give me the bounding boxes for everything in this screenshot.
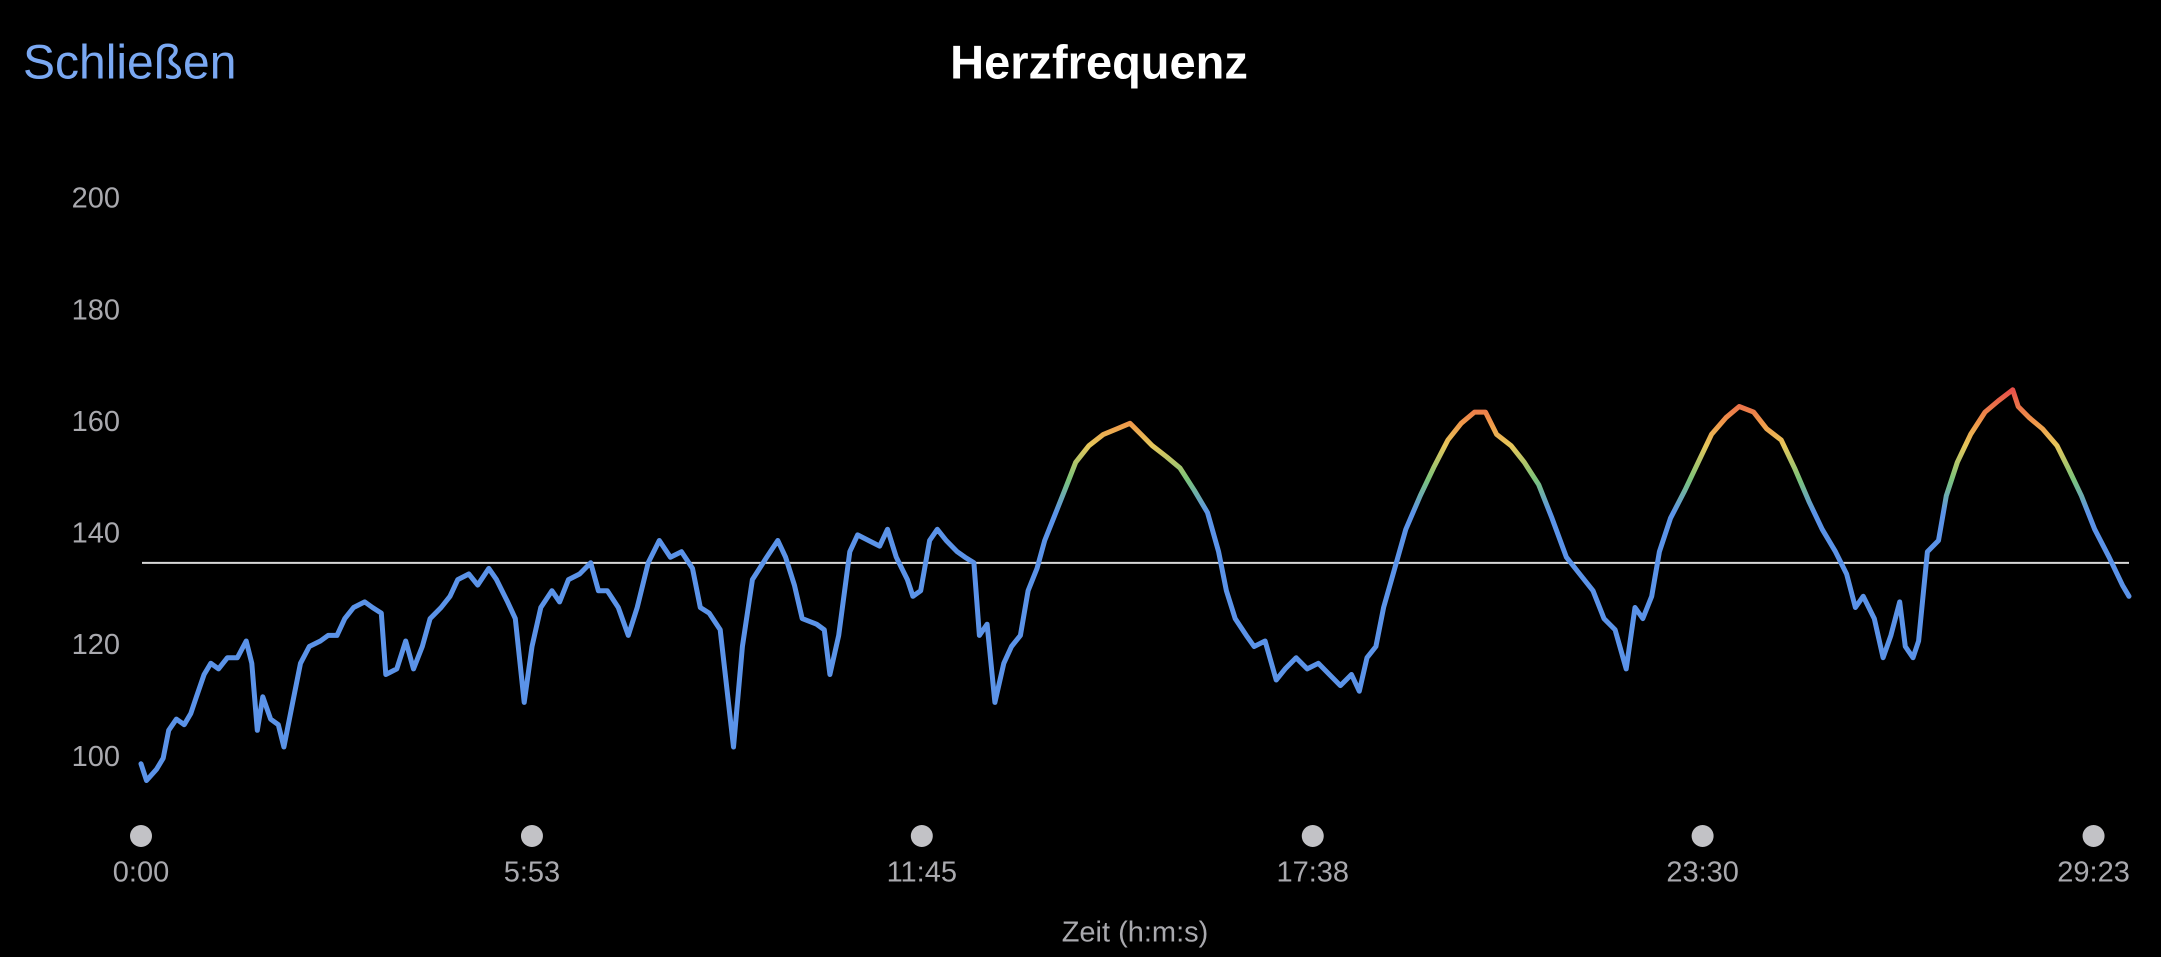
x-tick-dot <box>1691 825 1714 847</box>
y-tick-label: 200 <box>72 183 120 215</box>
heart-rate-line <box>138 387 2132 783</box>
x-tick-label: 17:38 <box>1276 857 1349 889</box>
x-tick-label: 0:00 <box>113 857 169 889</box>
chart-title: Herzfrequenz <box>950 35 1248 88</box>
y-tick-label: 180 <box>72 294 120 326</box>
x-tick-dot <box>1301 825 1324 847</box>
x-tick-label: 29:23 <box>2057 857 2130 889</box>
x-tick-label: 23:30 <box>1666 857 1739 889</box>
x-tick-dot <box>520 825 543 847</box>
x-tick-label: 5:53 <box>504 857 560 889</box>
x-tick-label: 11:45 <box>887 857 957 889</box>
y-tick-label: 140 <box>72 518 120 550</box>
x-tick-dot <box>130 825 152 847</box>
close-button[interactable]: Schließen <box>23 37 236 90</box>
y-tick-label: 100 <box>72 741 120 773</box>
y-tick-label: 160 <box>72 406 120 438</box>
x-tick-dot <box>910 825 933 847</box>
y-tick-label: 120 <box>72 629 120 661</box>
x-axis-title: Zeit (h:m:s) <box>1062 917 1209 949</box>
x-tick-dot <box>2082 825 2105 847</box>
